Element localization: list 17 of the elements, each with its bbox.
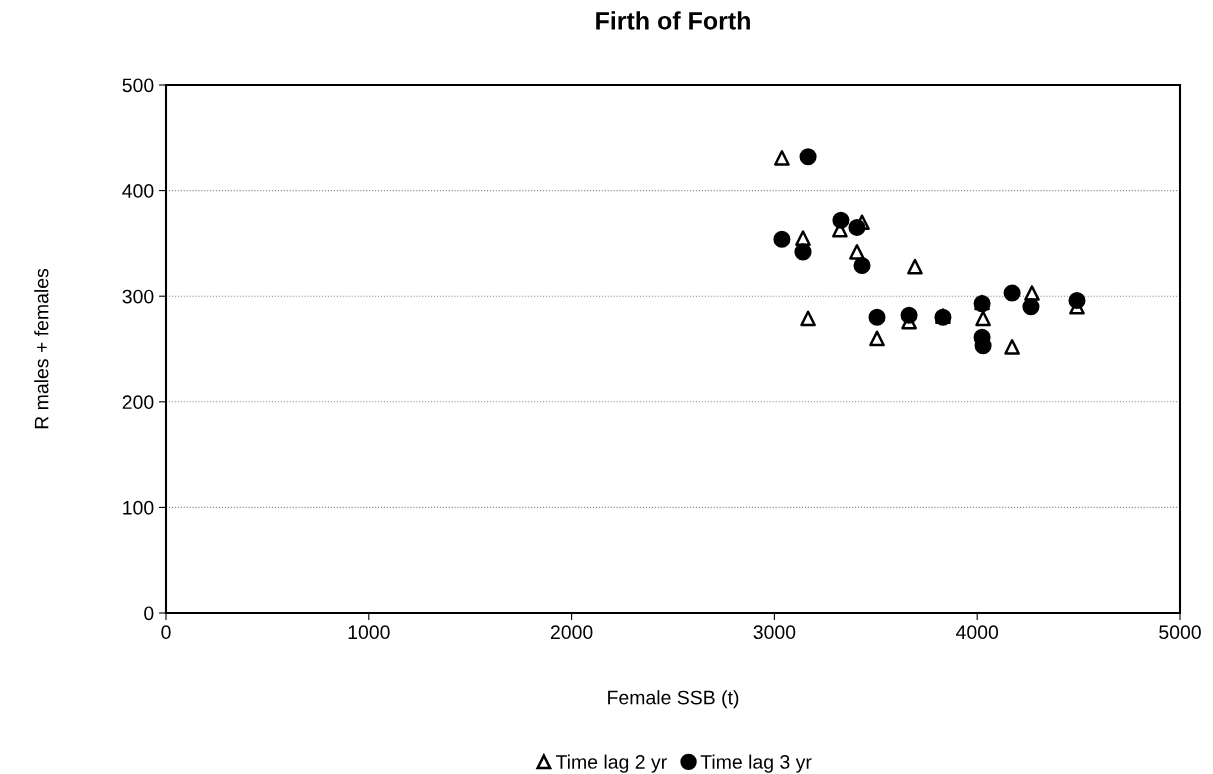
y-tick-label: 100: [123, 500, 154, 515]
y-tick-label: 0: [144, 606, 154, 621]
x-axis-title: Female SSB (t): [608, 690, 739, 709]
x-tick-label: 0: [161, 625, 171, 640]
x-tick-label: 2000: [550, 625, 593, 640]
legend-label: Time lag 2 yr: [555, 754, 667, 773]
y-tick-label: 400: [122, 184, 154, 198]
chart-title: Firth of Forth: [596, 11, 750, 30]
legend-label: Time lag 3 yr: [700, 754, 812, 773]
x-tick-label: 1000: [348, 625, 390, 640]
y-axis-title: R males + females: [34, 268, 49, 429]
y-tick-label: 300: [122, 289, 154, 304]
x-tick-label: 4000: [956, 625, 999, 640]
x-tick-label: 5000: [1159, 625, 1201, 640]
x-tick-label: 3000: [753, 625, 796, 640]
y-tick-label: 200: [122, 395, 154, 410]
y-tick-label: 500: [122, 78, 154, 93]
